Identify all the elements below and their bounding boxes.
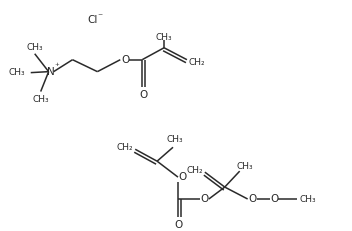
Text: CH₃: CH₃ xyxy=(156,33,172,42)
Text: CH₃: CH₃ xyxy=(26,43,43,52)
Text: CH₂: CH₂ xyxy=(187,166,203,175)
Text: CH₃: CH₃ xyxy=(167,135,183,144)
Text: CH₃: CH₃ xyxy=(236,162,253,171)
Text: CH₃: CH₃ xyxy=(8,68,25,77)
Text: O: O xyxy=(201,194,209,204)
Text: CH₂: CH₂ xyxy=(117,143,133,152)
Text: ⁻: ⁻ xyxy=(98,12,103,22)
Text: Cl: Cl xyxy=(87,15,98,25)
Text: O: O xyxy=(270,194,279,204)
Text: O: O xyxy=(179,172,187,182)
Text: O: O xyxy=(121,55,130,65)
Text: CH₃: CH₃ xyxy=(299,195,316,204)
Text: N: N xyxy=(47,67,55,77)
Text: O: O xyxy=(175,220,183,230)
Text: CH₃: CH₃ xyxy=(32,95,49,104)
Text: ⁺: ⁺ xyxy=(54,62,59,71)
Text: CH₂: CH₂ xyxy=(189,58,205,67)
Text: O: O xyxy=(249,194,257,204)
Text: O: O xyxy=(139,90,147,100)
